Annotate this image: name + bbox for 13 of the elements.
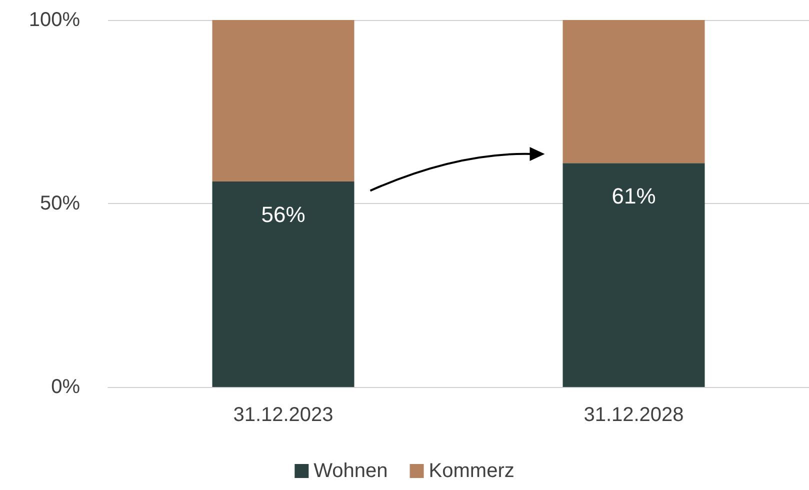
data-label: 61% bbox=[612, 184, 656, 209]
bar bbox=[212, 181, 354, 387]
x-tick-label: 31.12.2023 bbox=[233, 404, 334, 426]
bar bbox=[212, 20, 354, 182]
y-tick-label: 100% bbox=[28, 9, 80, 31]
bar bbox=[562, 163, 705, 387]
legend-label: Wohnen bbox=[314, 460, 388, 482]
data-label: 56% bbox=[261, 202, 306, 227]
legend-label: Kommerz bbox=[428, 460, 514, 482]
bar bbox=[562, 20, 705, 164]
y-tick-label: 0% bbox=[51, 376, 80, 398]
y-tick-label: 50% bbox=[40, 192, 80, 214]
x-tick-label: 31.12.2028 bbox=[584, 404, 684, 426]
